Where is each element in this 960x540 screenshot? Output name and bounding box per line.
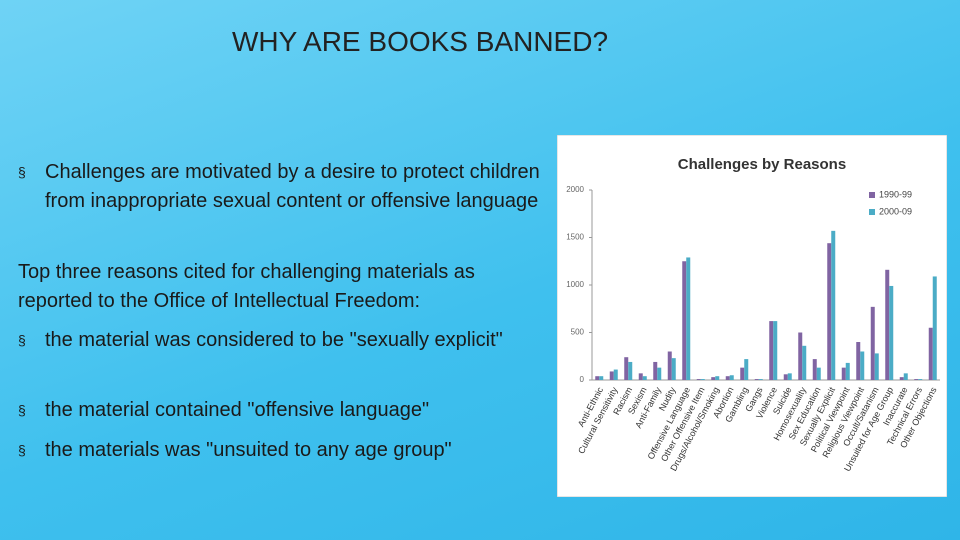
chart-background (557, 135, 947, 497)
bar (802, 345, 807, 380)
bar (812, 359, 817, 380)
legend-label: 2000-09 (879, 206, 912, 216)
bar (711, 377, 716, 380)
bar (889, 285, 894, 380)
bar (667, 351, 672, 380)
bar (696, 379, 701, 380)
bar (932, 276, 937, 380)
bar (613, 369, 618, 380)
sub-bullet: the materials was "unsuited to any age g… (18, 436, 575, 465)
bar (856, 342, 861, 380)
bar (642, 376, 647, 380)
bar (740, 367, 745, 380)
bar (841, 367, 846, 380)
bar (744, 359, 749, 380)
bar (653, 361, 658, 380)
bar (758, 379, 763, 380)
slide-title: WHY ARE BOOKS BANNED? (231, 26, 609, 57)
bar (860, 351, 865, 380)
bar (671, 358, 676, 380)
bar (700, 379, 705, 380)
bar (928, 327, 933, 380)
bar (686, 257, 691, 380)
bar (885, 269, 890, 380)
legend-label: 1990-99 (879, 189, 912, 199)
bar (874, 353, 879, 380)
bar (595, 376, 600, 380)
bar (787, 373, 792, 380)
bar (599, 376, 604, 380)
bar (798, 332, 803, 380)
bar (845, 362, 850, 380)
y-tick-label: 1000 (566, 280, 584, 289)
y-tick-label: 0 (580, 375, 585, 384)
bar (657, 367, 662, 380)
bar (729, 375, 734, 380)
bar (816, 367, 821, 380)
bar (831, 230, 836, 380)
legend-swatch (869, 192, 875, 198)
bar (725, 376, 730, 380)
bar (773, 321, 778, 380)
y-tick-label: 500 (571, 328, 585, 337)
chart: Challenges by Reasons 0500100015002000An… (557, 135, 947, 497)
bar (918, 379, 923, 380)
chart-title: Challenges by Reasons (678, 156, 846, 173)
bar (903, 373, 908, 380)
bar (914, 379, 919, 380)
bar (624, 357, 629, 380)
y-tick-label: 1500 (566, 233, 584, 242)
sub-bullet: the material contained "offensive langua… (18, 396, 575, 425)
bar (754, 379, 759, 380)
bar (628, 361, 633, 380)
bar (899, 377, 904, 380)
paragraph: Top three reasons cited for challenging … (18, 261, 475, 312)
bullet: Challenges are motivated by a desire to … (18, 158, 575, 216)
bar (638, 373, 643, 380)
bar (827, 243, 832, 380)
y-tick-label: 2000 (566, 185, 584, 194)
bar (715, 376, 720, 380)
bar (870, 306, 875, 380)
legend-swatch (869, 209, 875, 215)
sub-bullet: the material was considered to be "sexua… (18, 326, 555, 355)
bar (682, 261, 687, 380)
bar (609, 371, 614, 380)
bar (769, 321, 774, 380)
bar (783, 374, 788, 380)
